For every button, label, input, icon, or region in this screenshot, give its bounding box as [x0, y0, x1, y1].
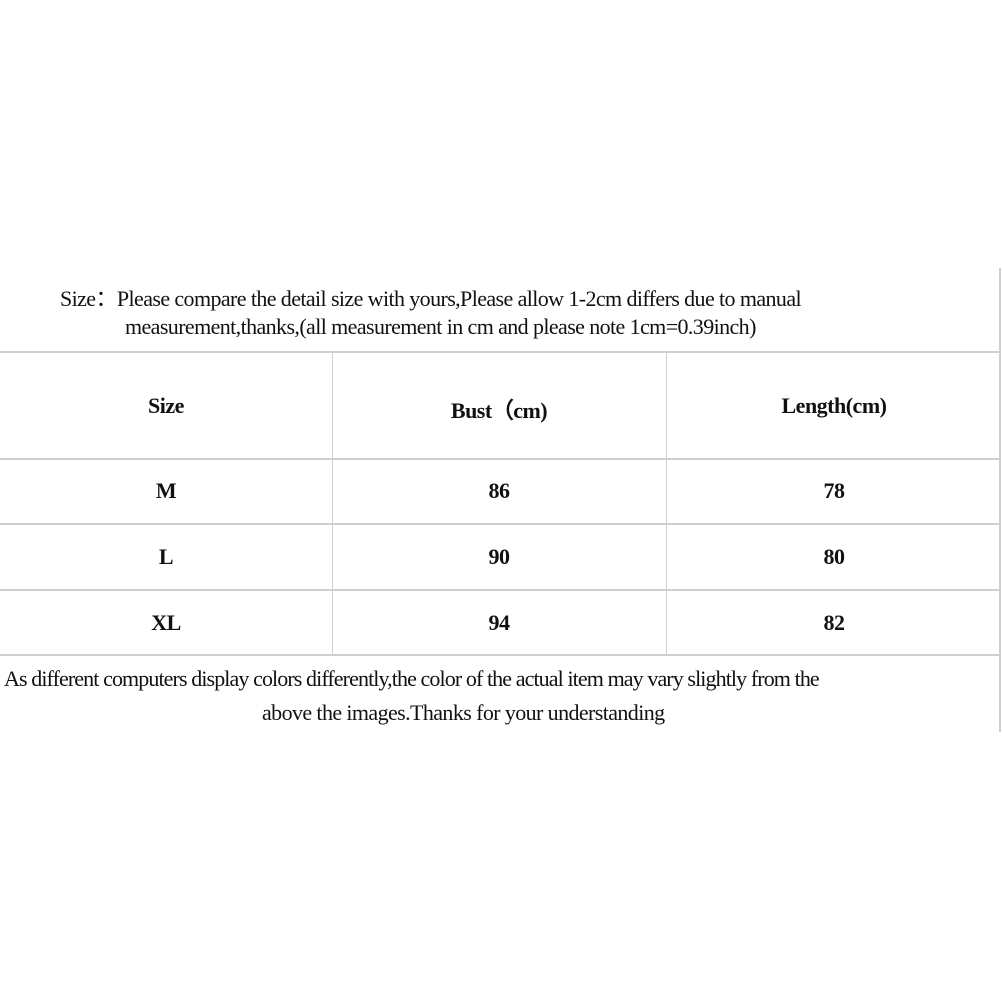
header-size: Size — [148, 393, 184, 418]
right-border — [999, 268, 1001, 732]
table-cell: 78 — [823, 478, 846, 503]
footer-line-2: above the images.Thanks for your underst… — [262, 700, 665, 725]
column-divider — [666, 352, 667, 655]
divider — [0, 458, 1000, 460]
table-cell: 94 — [488, 610, 511, 635]
intro-line-1: Size：Please compare the detail size with… — [60, 286, 802, 311]
table-cell: M — [155, 478, 177, 503]
header-bust: Bust（cm) — [450, 398, 548, 423]
column-divider — [332, 352, 333, 655]
table-cell: 80 — [823, 544, 846, 569]
table-cell: XL — [151, 610, 181, 635]
divider — [0, 523, 1000, 525]
divider — [0, 654, 1000, 656]
table-cell: 86 — [488, 478, 511, 503]
header-length: Length(cm) — [781, 393, 887, 418]
intro-line-2: measurement,thanks,(all measurement in c… — [125, 314, 756, 339]
table-cell: L — [158, 544, 174, 569]
divider — [0, 589, 1000, 591]
table-cell: 82 — [823, 610, 846, 635]
divider — [0, 351, 1000, 353]
footer-line-1: As different computers display colors di… — [4, 666, 820, 691]
table-cell: 90 — [488, 544, 511, 569]
